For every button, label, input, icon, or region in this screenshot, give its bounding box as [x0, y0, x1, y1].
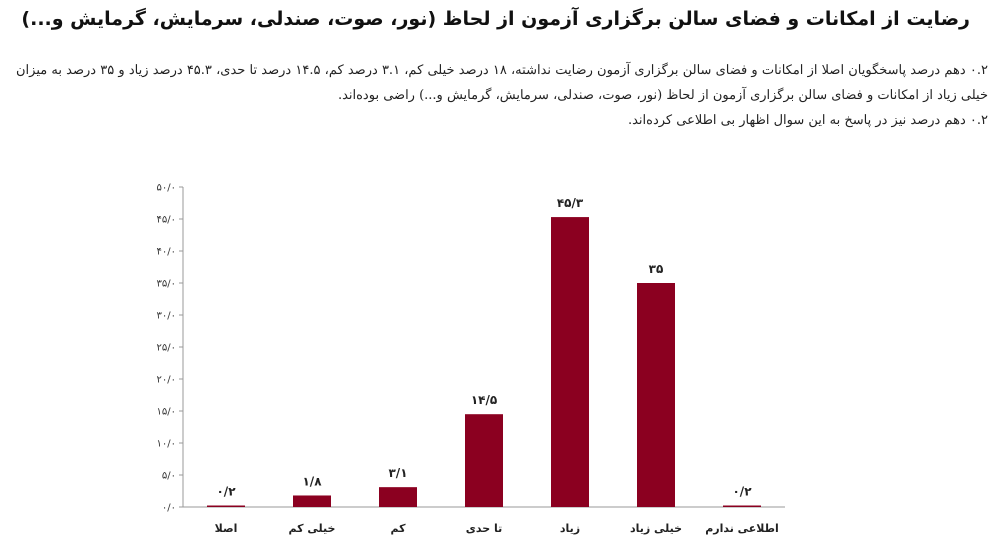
bar: [293, 495, 331, 507]
bar: [379, 487, 417, 507]
category-label: زیاد: [560, 522, 580, 535]
page-title: رضایت از امکانات و فضای سالن برگزاری آزم…: [21, 8, 970, 30]
bar: [551, 217, 589, 507]
bar: [207, 505, 245, 507]
category-label: کم: [390, 522, 406, 535]
y-tick-label: ۲۰/۰: [157, 375, 176, 386]
bars: [207, 217, 761, 507]
category-label: اصلا: [215, 522, 238, 535]
y-tick-label: ۳۵/۰: [157, 279, 176, 290]
description-paragraph-2: ۰.۲ دهم درصد نیز در پاسخ به این سوال اظه…: [627, 113, 988, 128]
y-tick-label: ۱۵/۰: [157, 407, 176, 418]
y-tick-label: ۳۰/۰: [157, 311, 176, 322]
data-label: ۰/۲: [732, 485, 752, 499]
y-tick-label: ۱۰/۰: [157, 439, 176, 450]
category-label: تا حدی: [466, 522, 502, 535]
description-paragraph-1: ۰.۲ دهم درصد پاسخگویان اصلا از امکانات و…: [16, 63, 988, 103]
data-label: ۱/۸: [302, 474, 322, 488]
y-tick-label: ۲۵/۰: [157, 343, 176, 354]
data-label: ۱۴/۵: [471, 393, 497, 407]
data-label: ۳/۱: [388, 466, 407, 480]
category-label: اطلاعی ندارم: [705, 522, 779, 535]
category-labels: اصلا خیلی کم کم تا حدی زیاد خیلی زیاد اطلاعی ن…: [215, 522, 779, 535]
bar: [637, 283, 675, 507]
y-tick-label: ۰/۰: [162, 503, 176, 514]
data-label: ۴۵/۳: [557, 196, 584, 210]
category-label: خیلی کم: [289, 522, 336, 535]
category-label: خیلی زیاد: [630, 522, 682, 535]
data-label: ۳۵: [649, 262, 664, 276]
y-tick-label: ۴۰/۰: [157, 247, 176, 258]
chart-description: ۰.۲ دهم درصد پاسخگویان اصلا از امکانات و…: [16, 58, 988, 133]
data-label: ۰/۲: [216, 485, 236, 499]
y-tick-label: ۴۵/۰: [157, 215, 176, 226]
y-tick-label: ۵۰/۰: [157, 183, 176, 194]
y-tick-label: ۵/۰: [162, 471, 176, 482]
data-labels: ۰/۲ ۱/۸ ۳/۱ ۱۴/۵ ۴۵/۳ ۳۵ ۰/۲: [216, 196, 752, 498]
bar: [465, 414, 503, 507]
bar: [723, 505, 761, 507]
